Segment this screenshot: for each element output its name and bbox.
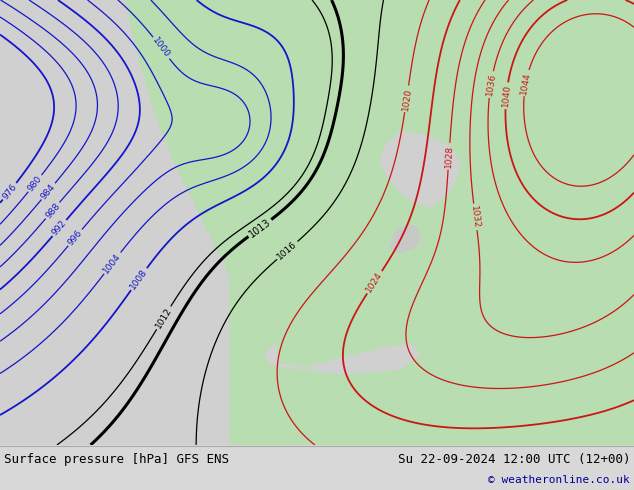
Text: 1012: 1012: [154, 306, 174, 330]
Polygon shape: [0, 0, 634, 445]
Polygon shape: [0, 0, 634, 445]
Text: 1016: 1016: [276, 240, 299, 261]
Text: 980: 980: [26, 174, 44, 193]
Text: © weatheronline.co.uk: © weatheronline.co.uk: [488, 475, 630, 485]
Text: 984: 984: [39, 182, 57, 201]
Polygon shape: [380, 131, 460, 207]
Text: Surface pressure [hPa] GFS ENS: Surface pressure [hPa] GFS ENS: [4, 453, 229, 466]
Text: 1013: 1013: [247, 217, 273, 239]
Text: 1024: 1024: [365, 270, 384, 294]
Text: 1032: 1032: [469, 205, 481, 229]
Text: Su 22-09-2024 12:00 UTC (12+00): Su 22-09-2024 12:00 UTC (12+00): [398, 453, 630, 466]
Text: 992: 992: [51, 219, 68, 238]
Polygon shape: [390, 224, 420, 253]
Text: 1000: 1000: [151, 36, 172, 60]
Text: 976: 976: [1, 182, 18, 201]
Text: 1008: 1008: [129, 267, 150, 291]
Text: 1028: 1028: [444, 145, 454, 168]
Polygon shape: [125, 0, 634, 445]
Text: 1004: 1004: [102, 251, 123, 275]
Text: 988: 988: [44, 201, 61, 220]
Polygon shape: [265, 344, 420, 374]
Text: 1036: 1036: [484, 73, 497, 97]
Text: 1040: 1040: [501, 84, 512, 107]
Text: 996: 996: [66, 228, 84, 247]
Text: 1044: 1044: [519, 71, 533, 95]
Text: 1020: 1020: [401, 87, 413, 111]
